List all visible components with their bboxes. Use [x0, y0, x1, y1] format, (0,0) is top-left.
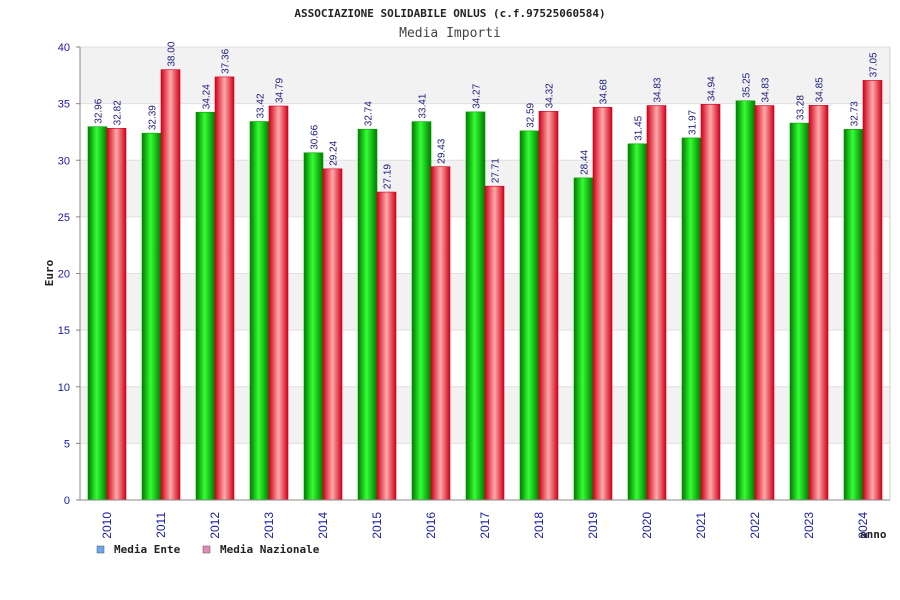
value-label-media-ente: 32.39 — [148, 105, 159, 130]
x-tick-labels: 2010 2011 2012 2013 2014 2015 2016 2017 2018 2019… — [100, 512, 870, 539]
x-tick-label: 2016 — [424, 512, 438, 539]
legend-label-media-ente: Media Ente — [114, 543, 181, 556]
value-label-media-nazionale: 34.68 — [599, 79, 610, 104]
bar-media-ente — [627, 143, 648, 501]
y-tick-label: 0 — [64, 495, 70, 507]
value-labels-group: 32.96 32.82 32.39 38.00 34.24 37.36 33.42 34.79… — [94, 41, 880, 189]
bar-media-ente — [195, 111, 216, 501]
x-axis-label: anno — [860, 528, 887, 541]
x-tick-label: 2014 — [316, 512, 330, 539]
bar-media-ente — [681, 137, 702, 501]
x-tick-label: 2018 — [532, 512, 546, 539]
y-axis-label: Euro — [43, 259, 56, 286]
bar-media-nazionale — [862, 80, 883, 501]
value-label-media-ente: 34.24 — [202, 84, 213, 109]
bar-media-ente — [87, 126, 108, 501]
bar-media-ente — [303, 152, 324, 501]
value-label-media-nazionale: 29.43 — [437, 138, 448, 163]
value-label-media-ente: 32.73 — [850, 101, 861, 126]
value-label-media-ente: 33.42 — [256, 93, 267, 118]
value-label-media-nazionale: 38.00 — [167, 41, 178, 66]
value-label-media-ente: 31.45 — [634, 115, 645, 140]
y-tick-label: 25 — [58, 212, 70, 224]
bar-media-nazionale — [808, 105, 829, 501]
legend-label-media-nazionale: Media Nazionale — [220, 543, 320, 556]
x-tick-label: 2017 — [478, 512, 492, 539]
bar-media-ente — [735, 100, 756, 501]
x-tick-label: 2019 — [586, 512, 600, 539]
value-label-media-nazionale: 34.83 — [653, 77, 664, 102]
bar-media-nazionale — [106, 128, 127, 501]
x-tick-label: 2023 — [802, 512, 816, 539]
chart-subtitle: Media Importi — [399, 26, 501, 41]
bar-media-ente — [249, 121, 270, 501]
y-tick-labels: 0 5 10 15 20 25 30 35 40 — [58, 42, 80, 507]
value-label-media-nazionale: 32.82 — [113, 100, 124, 125]
x-tick-label: 2015 — [370, 512, 384, 539]
bar-media-nazionale — [268, 105, 289, 501]
value-label-media-nazionale: 34.85 — [815, 77, 826, 102]
y-tick-label: 5 — [64, 438, 70, 450]
x-tick-label: 2022 — [748, 512, 762, 539]
bars-group — [87, 69, 883, 501]
value-label-media-ente: 32.59 — [526, 102, 537, 127]
chart-title: ASSOCIAZIONE SOLIDABILE ONLUS (c.f.97525… — [294, 7, 605, 20]
value-label-media-nazionale: 34.83 — [761, 77, 772, 102]
bar-media-ente — [789, 122, 810, 501]
value-label-media-ente: 33.28 — [796, 95, 807, 120]
value-label-media-nazionale: 34.79 — [275, 78, 286, 103]
y-tick-label: 30 — [58, 155, 70, 167]
value-label-media-ente: 30.66 — [310, 124, 321, 149]
value-label-media-ente: 31.97 — [688, 109, 699, 134]
x-tick-label: 2010 — [100, 512, 114, 539]
value-label-media-nazionale: 27.19 — [383, 164, 394, 189]
value-label-media-ente: 32.96 — [94, 98, 105, 123]
value-label-media-ente: 28.44 — [580, 149, 591, 174]
bar-media-ente — [411, 121, 432, 501]
bar-media-ente — [573, 177, 594, 501]
y-tick-label: 20 — [58, 269, 70, 281]
value-label-media-nazionale: 29.24 — [329, 140, 340, 165]
x-tick-label: 2011 — [154, 512, 168, 538]
bar-media-ente — [519, 130, 540, 501]
bar-media-ente — [357, 128, 378, 501]
value-label-media-nazionale: 34.94 — [707, 76, 718, 101]
value-label-media-ente: 33.41 — [418, 93, 429, 118]
bar-media-nazionale — [214, 76, 235, 501]
bar-media-ente — [843, 129, 864, 501]
y-tick-label: 40 — [58, 42, 70, 54]
value-label-media-nazionale: 37.05 — [869, 52, 880, 77]
bar-media-ente — [141, 132, 162, 501]
bar-media-nazionale — [646, 105, 667, 501]
bar-media-nazionale — [160, 69, 181, 501]
value-label-media-nazionale: 37.36 — [221, 48, 232, 73]
value-label-media-nazionale: 34.32 — [545, 83, 556, 108]
bar-media-nazionale — [700, 104, 721, 501]
x-tick-label: 2012 — [208, 512, 222, 539]
x-tick-label: 2021 — [694, 512, 708, 539]
y-tick-label: 15 — [58, 325, 70, 337]
legend-swatch-media-nazionale — [202, 545, 211, 554]
legend-swatch-media-ente — [96, 545, 105, 554]
value-label-media-nazionale: 27.71 — [491, 158, 502, 183]
x-tick-label: 2024 — [856, 512, 870, 539]
bar-media-nazionale — [484, 185, 505, 501]
value-label-media-ente: 32.74 — [364, 101, 375, 126]
bar-media-nazionale — [754, 105, 775, 501]
bar-media-nazionale — [592, 106, 613, 501]
y-tick-label: 35 — [58, 99, 70, 111]
value-label-media-ente: 34.27 — [472, 83, 483, 108]
bar-media-ente — [465, 111, 486, 501]
bar-media-nazionale — [538, 111, 559, 501]
x-tick-label: 2013 — [262, 512, 276, 539]
value-label-media-ente: 35.25 — [742, 72, 753, 97]
legend: Media Ente Media Nazionale — [96, 543, 320, 556]
bar-media-nazionale — [322, 168, 343, 501]
bar-media-nazionale — [430, 166, 451, 501]
y-tick-label: 10 — [58, 382, 70, 394]
x-tick-label: 2020 — [640, 512, 654, 539]
bar-media-nazionale — [376, 191, 397, 501]
